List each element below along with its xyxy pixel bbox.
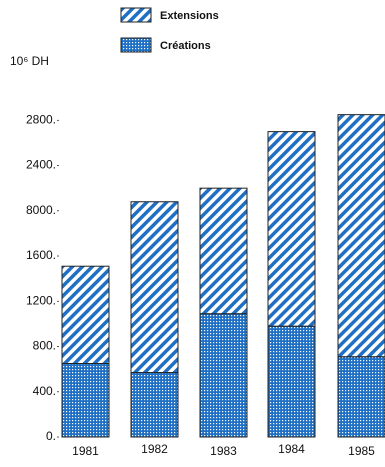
bar-segment	[267, 131, 316, 327]
y-tick-label: 0.	[46, 429, 56, 443]
bar-segment	[199, 313, 248, 438]
y-tick-label: 800.	[33, 339, 56, 353]
bar-segment	[61, 362, 110, 438]
y-tick-label: 2400.	[26, 158, 56, 172]
legend-swatch	[120, 7, 152, 23]
x-tick-label: 1983	[210, 444, 237, 458]
bar-segment	[337, 356, 385, 438]
bar-segment	[199, 187, 248, 315]
legend-text: Créations	[160, 40, 211, 52]
bar-segment	[61, 265, 110, 364]
x-tick-label: 1984	[278, 442, 305, 456]
x-tick-label: 1985	[348, 444, 375, 458]
y-tick-label: 2800.	[26, 112, 56, 126]
x-tick-label: 1981	[72, 444, 99, 458]
y-axis-label: 10⁶ DH	[10, 54, 49, 68]
bar-segment	[130, 201, 179, 374]
y-tick-label: 1200.	[26, 293, 56, 307]
y-tick-label: 8000.	[26, 203, 56, 217]
x-tick-label: 1982	[141, 442, 168, 456]
y-tick-label: 400.	[33, 384, 56, 398]
legend-swatch	[120, 37, 152, 53]
bar-segment	[130, 372, 179, 438]
y-tick-label: 1600.	[26, 248, 56, 262]
bar-segment	[267, 325, 316, 438]
bar-segment	[337, 114, 385, 358]
legend-text: Extensions	[160, 10, 219, 22]
